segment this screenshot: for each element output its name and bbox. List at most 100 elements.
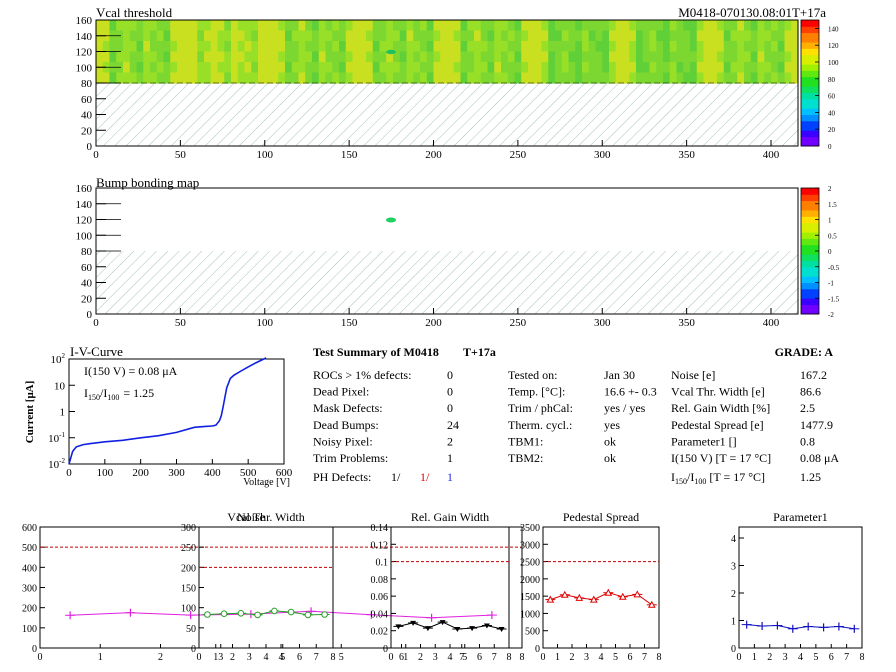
heat-cell [372,51,381,63]
summary-value: 2.5 [800,401,815,415]
palette-band [801,133,819,138]
heat-cell [447,41,455,53]
heat-cell [399,51,408,63]
small-chart-title: Parameter1 [773,510,828,524]
heat-cell [602,41,610,53]
heat-cell [244,62,252,74]
heat-cell [757,20,765,32]
module-label: M0418-070130.08:01T+17a [678,5,826,20]
heat-cell [237,41,246,53]
heat-cell [345,41,354,53]
heat-cell [136,41,144,53]
summary-label: Therm. cycl.: [508,418,572,432]
summary-value: 2 [447,434,453,448]
heat-cell [197,41,205,53]
x-tick-label: 300 [594,317,611,329]
palette-band [801,76,819,81]
heat-cell [204,41,212,53]
heat-cell [676,20,684,32]
heat-cell [190,20,198,32]
heat-cell [359,41,367,53]
heat-cell [352,20,360,32]
palette-frame [800,19,820,147]
heat-cell [251,20,259,32]
heat-cell [278,62,286,74]
summary-value: 1477.9 [800,418,833,432]
heat-cell [413,20,421,32]
iv-annot2: I150/I100 = 1.25 [84,386,154,402]
palette-band [801,123,819,128]
heat-cell [595,20,603,32]
heat-cell [696,41,705,53]
heat-cell [622,62,630,74]
heat-cell [656,51,664,63]
x-tick-label: 5 [813,652,818,663]
heat-cell [177,62,185,74]
heat-cell [548,51,556,63]
heat-cell [642,41,651,53]
heat-cell [723,51,732,63]
x-tick-label: 0 [389,652,394,663]
heat-cell [210,72,219,84]
heat-cell [217,41,225,53]
ph-defects-v2: 1/ [420,470,430,484]
data-point [271,607,278,615]
heat-cell [264,20,273,32]
heat-cell [784,30,792,42]
heat-cell [514,41,522,53]
heat-cell [561,51,570,63]
y-tick-label: 3500 [520,523,540,534]
iv-title: I-V-Curve [70,344,123,359]
heat-cell [251,72,259,84]
x-tick-label: 0 [38,652,43,663]
heat-cell [690,62,698,74]
y-tick-label: 100 [76,62,93,74]
heat-cell [237,30,246,42]
heat-cell [129,30,138,42]
heat-cell [528,72,536,84]
palette-band [801,285,819,290]
heat-cell [150,20,158,32]
heat-cell [595,30,603,42]
heat-cell [528,30,536,42]
x-tick-label: 2 [158,652,163,663]
heat-cell [561,20,570,32]
palette-band [801,269,819,274]
heat-cell [541,41,549,53]
heat-cell [231,41,239,53]
heat-cell [588,41,597,53]
heat-cell [568,41,576,53]
heat-cell [406,72,414,84]
summary-label: Pedestal Spread [e] [671,418,764,432]
heat-cell [750,62,759,74]
iv-x-tick-label: 100 [97,467,114,479]
heat-cell [548,20,556,32]
heat-cell [116,20,124,32]
map1-spot [386,49,396,55]
palette-band [801,67,819,71]
heat-cell [555,62,563,74]
heat-cell [204,62,212,74]
iv-ylabel: Current [μA] [24,381,36,444]
heat-cell [386,62,394,74]
heat-cell [312,20,320,32]
y-tick-label: 0 [32,644,37,655]
palette-band [801,219,819,224]
heat-cell [744,20,752,32]
y-tick-label: 3000 [520,540,540,551]
y-tick-label: 1 [731,617,736,628]
palette-band [801,45,819,49]
heat-cell [399,30,408,42]
data-point [395,624,402,630]
heat-cell [339,30,347,42]
heat-cell [730,51,738,63]
heat-cell [379,41,387,53]
heat-cell [649,62,657,74]
heat-cell [190,30,198,42]
heat-cell [413,51,421,63]
heat-cell [514,72,522,84]
x-tick-label: 7 [314,652,319,663]
heat-cell [426,51,435,63]
palette-band [801,282,819,287]
y-tick-label: 0.14 [371,523,389,534]
